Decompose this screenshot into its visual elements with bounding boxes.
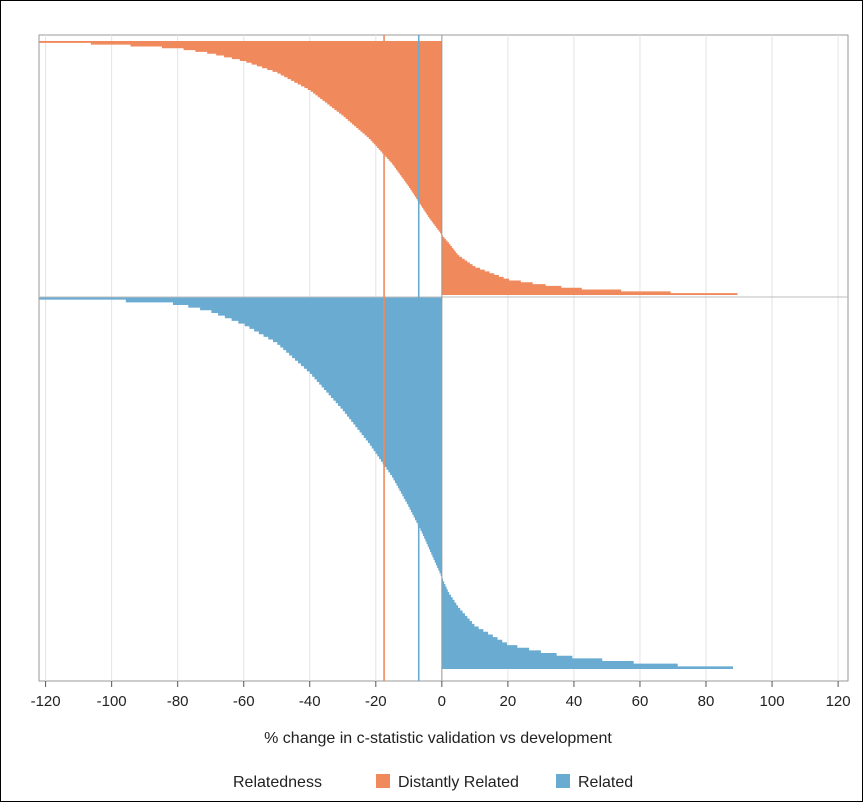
x-tick-label: 80 xyxy=(698,693,715,710)
x-tick-label: -60 xyxy=(233,693,255,710)
x-tick-label: -20 xyxy=(365,693,387,710)
legend-label-distantly-related: Distantly Related xyxy=(398,774,519,791)
x-tick-label: 120 xyxy=(826,693,851,710)
legend: Relatedness Distantly Related Related xyxy=(233,774,633,791)
x-tick-label: -120 xyxy=(31,693,61,710)
plot-area xyxy=(38,34,849,682)
x-tick-label: -80 xyxy=(167,693,189,710)
legend-label-related: Related xyxy=(578,774,633,791)
legend-title: Relatedness xyxy=(233,774,322,791)
x-tick-label: -100 xyxy=(97,693,127,710)
reference-lines xyxy=(39,35,848,681)
x-tick-label: 40 xyxy=(566,693,583,710)
legend-swatch-distantly-related xyxy=(376,774,390,788)
x-tick-label: 60 xyxy=(632,693,649,710)
x-tick-label: -40 xyxy=(299,693,321,710)
x-axis-label: % change in c-statistic validation vs de… xyxy=(264,730,612,747)
x-axis: -120 -100 -80 -60 -40 -20 0 20 40 60 80 100 120 xyxy=(31,681,851,710)
legend-swatch-related xyxy=(556,774,570,788)
x-tick-label: 20 xyxy=(500,693,517,710)
x-tick-label: 100 xyxy=(760,693,785,710)
x-tick-label: 0 xyxy=(438,693,446,710)
